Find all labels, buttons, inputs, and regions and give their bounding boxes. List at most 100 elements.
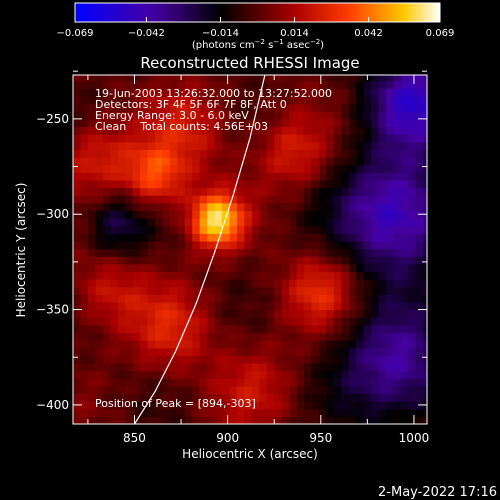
heatmap-cell [304, 324, 313, 334]
heatmap-cell [169, 164, 178, 173]
heatmap-cell [415, 134, 424, 143]
heatmap-cell [378, 347, 387, 356]
heatmap-cell [87, 347, 96, 356]
heatmap-cell [244, 301, 253, 311]
heatmap-cell [386, 149, 395, 158]
heatmap-cell [318, 317, 327, 326]
heatmap-cell [125, 263, 134, 273]
heatmap-cell [169, 80, 178, 89]
heatmap-cell [110, 301, 119, 311]
heatmap-cell [177, 218, 186, 227]
heatmap-cell [207, 218, 216, 227]
heatmap-cell [371, 401, 380, 410]
heatmap-cell [199, 263, 208, 273]
heatmap-cell [236, 103, 246, 112]
heatmap-cell [140, 218, 149, 227]
heatmap-cell [140, 202, 149, 212]
heatmap-cell [110, 134, 119, 143]
heatmap-cell [147, 218, 156, 227]
heatmap-cell [132, 195, 141, 204]
heatmap-cell [95, 355, 104, 364]
heatmap-cell [408, 385, 417, 395]
heatmap-cell [132, 103, 141, 112]
heatmap-cell [356, 332, 365, 341]
heatmap-cell [125, 416, 134, 424]
heatmap-cell [117, 202, 126, 212]
heatmap-cell [192, 233, 201, 242]
heatmap-cell [229, 195, 238, 204]
heatmap-cell [274, 126, 283, 135]
heatmap-cell [318, 111, 327, 120]
heatmap-cell [386, 134, 395, 143]
heatmap-cell [184, 157, 193, 166]
heatmap-cell [266, 157, 275, 166]
heatmap-cell [318, 195, 327, 204]
heatmap-cell [117, 225, 126, 234]
heatmap-cell [177, 393, 186, 402]
heatmap-cell [333, 95, 342, 105]
heatmap-cell [274, 309, 283, 318]
heatmap-cell [102, 256, 111, 265]
heatmap-cell [154, 324, 164, 334]
heatmap-cell [244, 240, 253, 250]
heatmap-cell [356, 370, 365, 379]
heatmap-cell [393, 164, 402, 173]
heatmap-cell [207, 324, 216, 334]
heatmap-cell [147, 385, 156, 395]
heatmap-cell [393, 294, 402, 303]
heatmap-cell [229, 187, 238, 196]
heatmap-cell [423, 80, 427, 89]
heatmap-cell [222, 248, 231, 257]
heatmap-cell [266, 263, 275, 273]
heatmap-cell [214, 164, 223, 173]
heatmap-cell [80, 172, 89, 181]
heatmap-cell [348, 149, 357, 158]
heatmap-cell [393, 210, 402, 219]
heatmap-cell [415, 75, 424, 82]
heatmap-cell [140, 393, 149, 402]
heatmap-cell [318, 248, 327, 257]
heatmap-cell [259, 141, 268, 150]
heatmap-cell [229, 218, 238, 227]
heatmap-cell [266, 80, 275, 89]
heatmap-cell [393, 317, 402, 326]
heatmap-cell [244, 309, 253, 318]
heatmap-cell [356, 286, 365, 295]
heatmap-cell [318, 126, 327, 135]
heatmap-cell [400, 416, 409, 424]
heatmap-cell [423, 172, 427, 181]
heatmap-cell [236, 80, 246, 89]
heatmap-cell [266, 218, 275, 227]
heatmap-cell [333, 202, 342, 212]
heatmap-cell [214, 401, 223, 410]
heatmap-cell [415, 286, 424, 295]
heatmap-cell [147, 301, 156, 311]
heatmap-cell [162, 271, 171, 280]
heatmap-cell [207, 408, 216, 417]
heatmap-cell [415, 218, 424, 227]
heatmap-cell [348, 370, 357, 379]
heatmap-cell [281, 111, 290, 120]
heatmap-cell [162, 202, 171, 212]
heatmap-cell [236, 370, 246, 379]
heatmap-cell [281, 218, 290, 227]
heatmap-cell [169, 416, 178, 424]
heatmap-cell [236, 187, 246, 196]
heatmap-cell [408, 286, 417, 295]
heatmap-cell [423, 317, 427, 326]
heatmap-cell [311, 187, 320, 196]
heatmap-cell [400, 111, 409, 120]
heatmap-cell [251, 149, 260, 158]
heatmap-cell [266, 233, 275, 242]
axis-ticks: 850 900 950 1000−250−300−350−400 [36, 70, 429, 445]
heatmap-cell [73, 256, 82, 265]
heatmap-cell [184, 233, 193, 242]
heatmap-cell [169, 393, 178, 402]
heatmap-cell [169, 195, 178, 204]
heatmap-cell [207, 393, 216, 402]
heatmap-cell [311, 408, 320, 417]
heatmap-cell [199, 225, 208, 234]
heatmap-cell [229, 378, 238, 387]
heatmap-cell [192, 111, 201, 120]
heatmap-cell [371, 416, 380, 424]
